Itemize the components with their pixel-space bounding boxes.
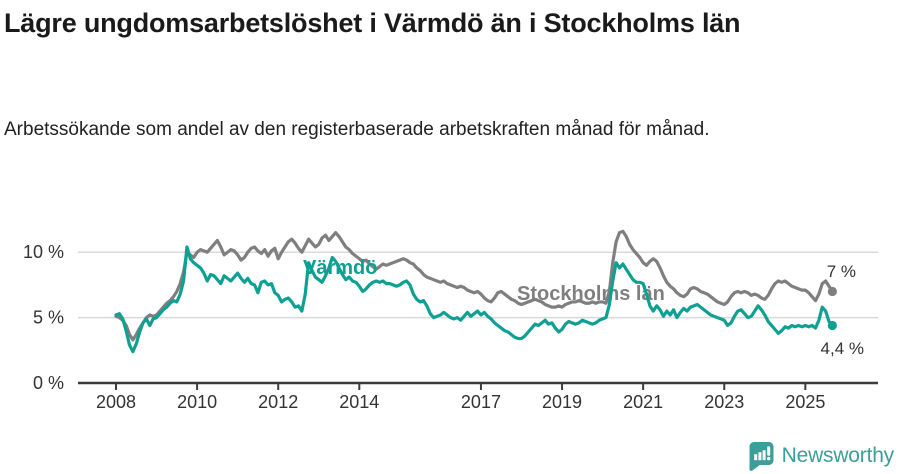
x-tick-label: 2021 bbox=[623, 392, 663, 412]
stockholm-end-dot bbox=[827, 286, 837, 297]
varmdo-series-label: Värmdö bbox=[303, 257, 377, 279]
varmdo-end-value-label: 4,4 % bbox=[821, 339, 864, 358]
x-tick-label: 2008 bbox=[96, 392, 136, 412]
badge-bars bbox=[753, 445, 771, 460]
footer-branding: Newsworthy bbox=[749, 440, 894, 472]
x-tick-label: 2017 bbox=[461, 392, 501, 412]
y-tick-label: 10 % bbox=[23, 242, 64, 262]
y-tick-label: 5 % bbox=[33, 308, 64, 328]
newsworthy-wordmark: Newsworthy bbox=[781, 444, 895, 467]
x-tick-label: 2019 bbox=[542, 392, 582, 412]
x-tick-label: 2014 bbox=[339, 392, 379, 412]
stockholm-end-value-label: 7 % bbox=[827, 262, 856, 281]
x-tick-label: 2023 bbox=[704, 392, 744, 412]
line-chart: 0 % 5 % 10 % 2008 2010 2012 2014 2017 2019 2021 20… bbox=[23, 229, 878, 412]
x-tick-label: 2010 bbox=[177, 392, 217, 412]
y-tick-label: 0 % bbox=[33, 373, 64, 393]
x-tick-label: 2012 bbox=[258, 392, 298, 412]
stockholm-line bbox=[114, 229, 834, 342]
varmdo-line bbox=[114, 245, 834, 354]
chart-title: Lägre ungdomsarbetslöshet i Värmdö än i … bbox=[4, 8, 741, 38]
varmdo-end-dot bbox=[827, 320, 837, 331]
newsworthy-badge-icon bbox=[749, 441, 774, 471]
chart-subtitle: Arbetssökande som andel av den registerb… bbox=[4, 119, 710, 140]
stockholm-series-label: Stockholms län bbox=[517, 283, 665, 305]
x-tick-label: 2025 bbox=[785, 392, 825, 412]
